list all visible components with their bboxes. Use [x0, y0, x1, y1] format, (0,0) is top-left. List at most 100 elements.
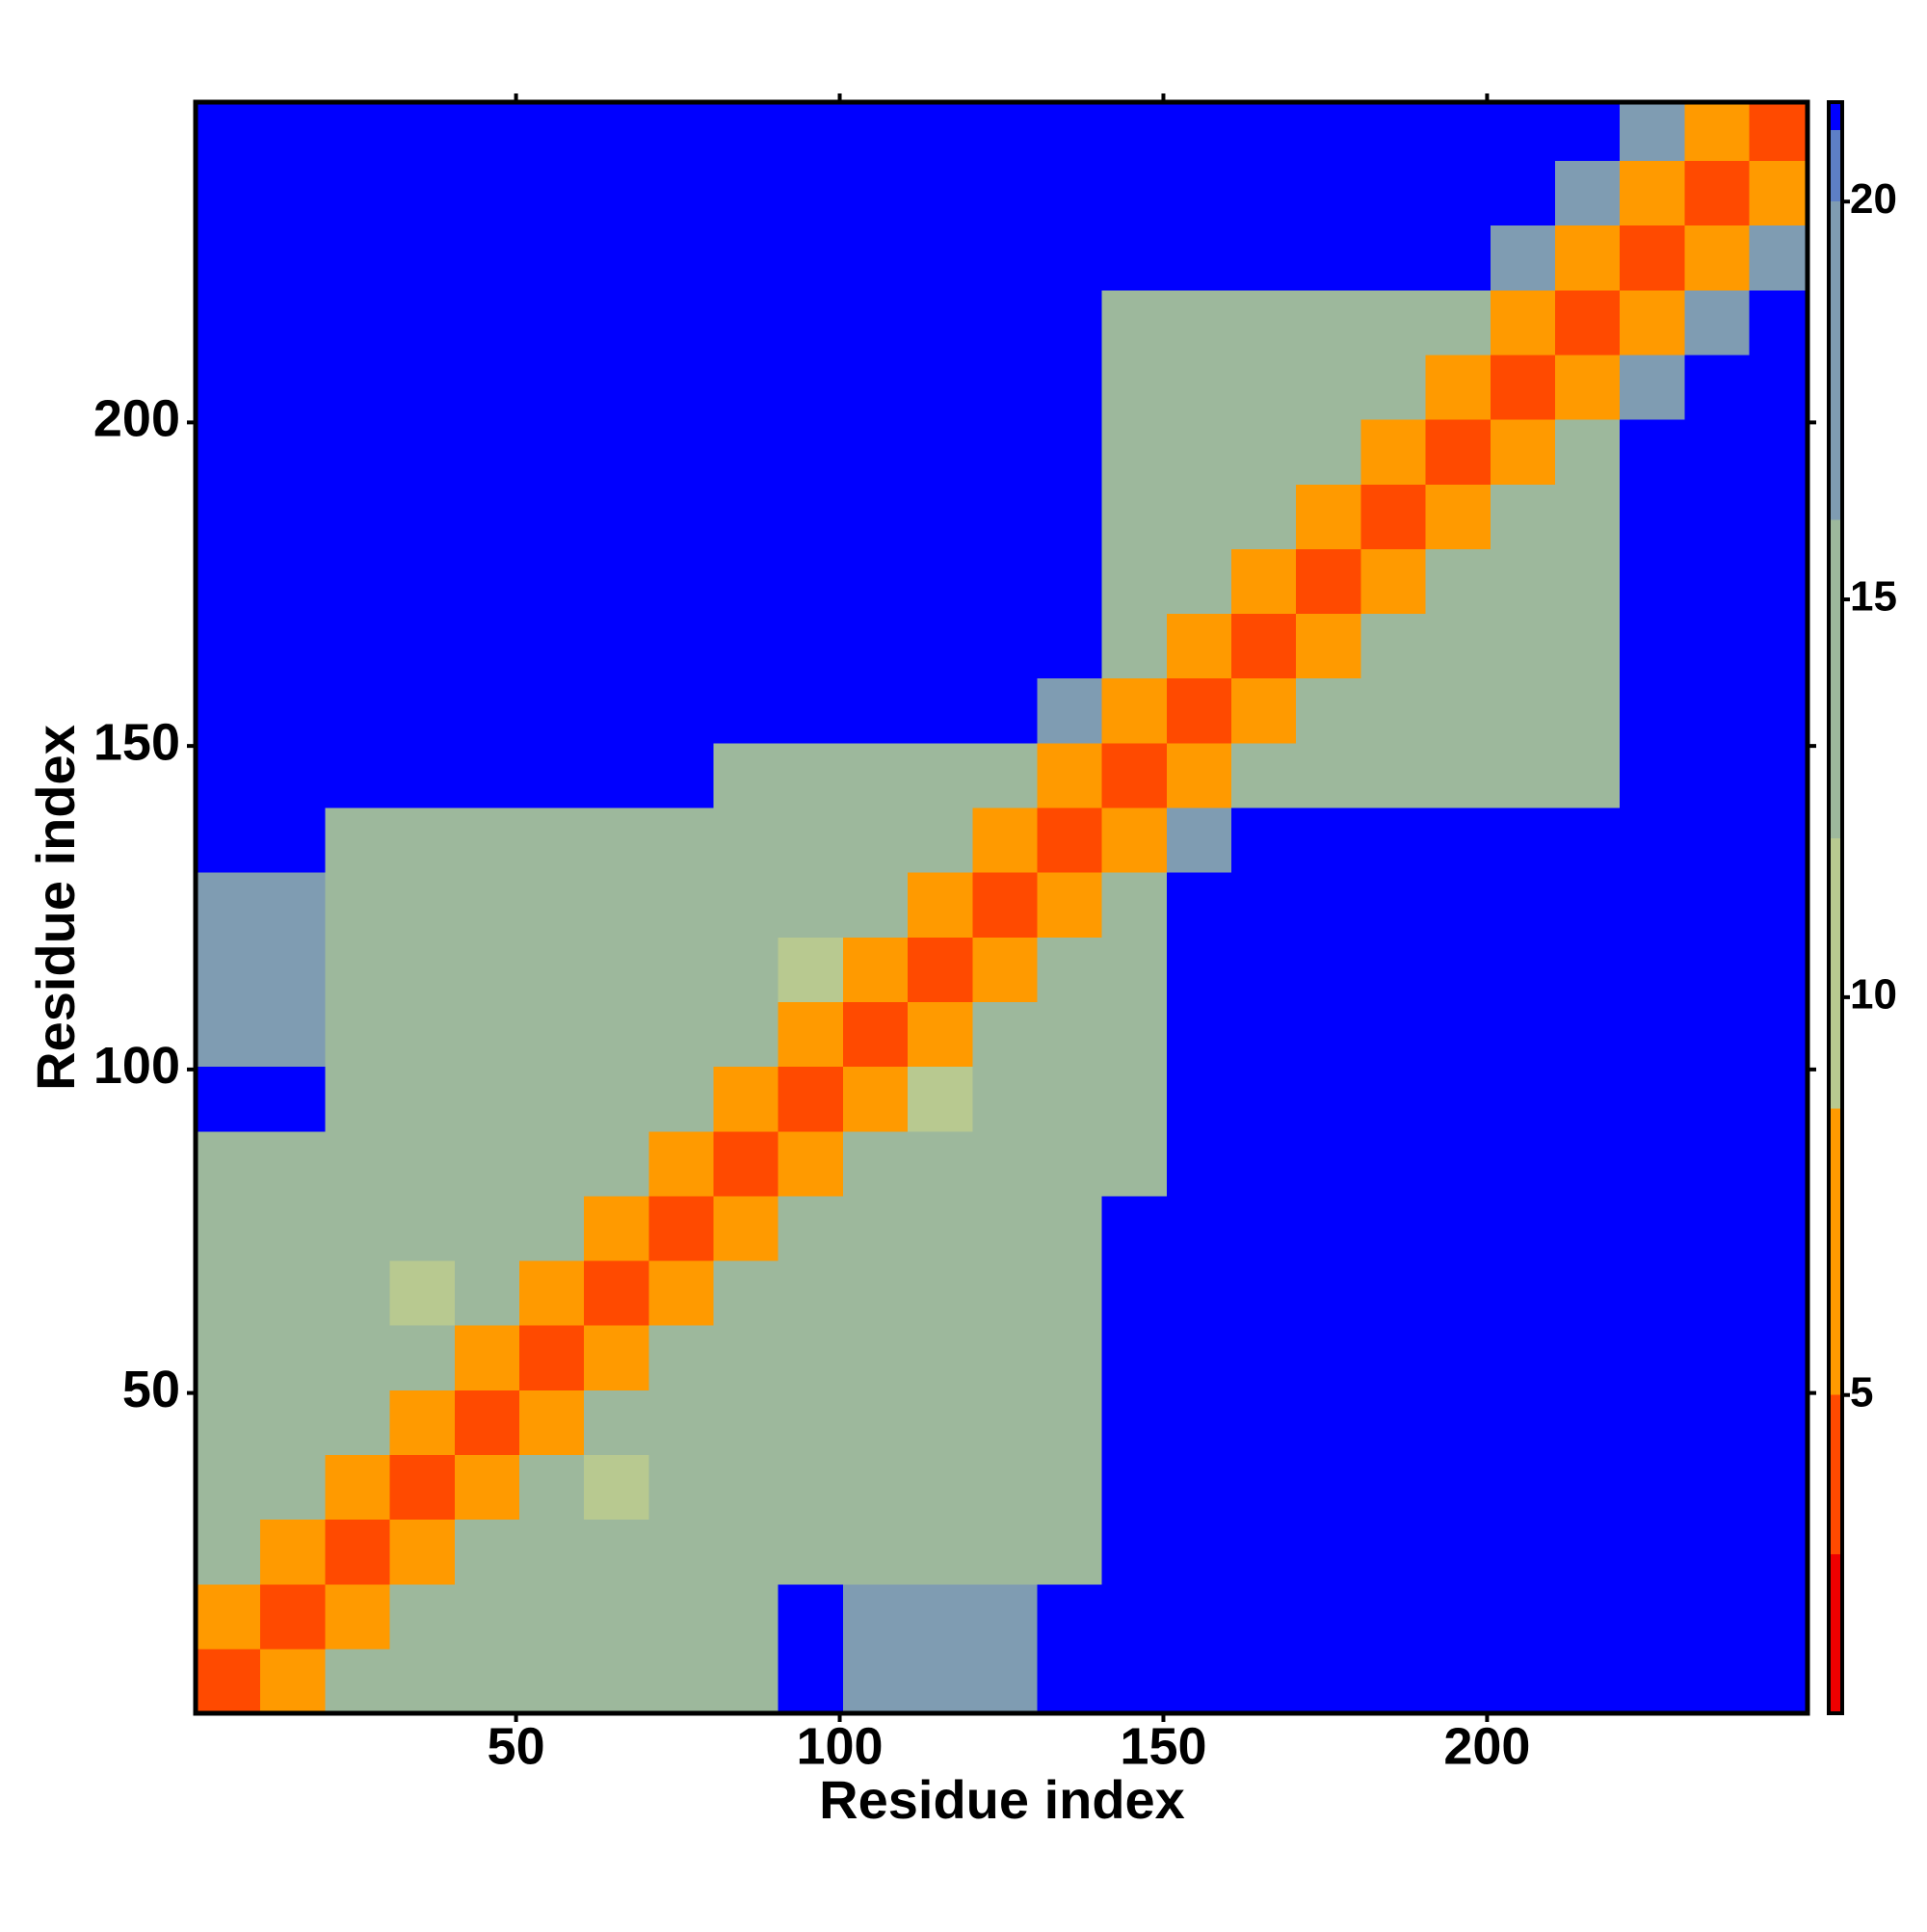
heatmap-cell	[389, 225, 456, 291]
heatmap-cell	[325, 613, 391, 679]
heatmap-cell	[1296, 289, 1361, 356]
heatmap-cell	[1554, 807, 1621, 873]
heatmap-cell	[1231, 1325, 1297, 1390]
heatmap-cell	[260, 289, 326, 356]
heatmap-cell	[1620, 1195, 1685, 1261]
heatmap-cell	[648, 160, 715, 226]
heatmap-cell	[518, 160, 585, 226]
heatmap-cell	[842, 872, 909, 938]
heatmap-cell	[454, 1259, 520, 1326]
heatmap-cell	[1749, 1066, 1808, 1132]
heatmap-cell	[518, 289, 585, 356]
heatmap-cell	[842, 742, 909, 808]
heatmap-cell	[260, 1583, 326, 1650]
y-tick-label: 50	[122, 1361, 180, 1418]
heatmap-cell	[1296, 1648, 1361, 1714]
heatmap-cell	[584, 1454, 649, 1521]
heatmap-cell	[1360, 1519, 1427, 1585]
heatmap-cell	[972, 160, 1039, 226]
heatmap-cell	[1620, 1001, 1685, 1068]
heatmap-cell	[1231, 1454, 1297, 1521]
heatmap-cell	[1037, 937, 1103, 1002]
plot-frame	[193, 99, 1810, 1716]
heatmap-cell	[842, 937, 909, 1002]
heatmap-cell	[1554, 225, 1621, 291]
heatmap-cell	[972, 1066, 1039, 1132]
heatmap-cell	[908, 1454, 973, 1521]
heatmap-cell	[1749, 1259, 1808, 1326]
heatmap-cell	[196, 807, 261, 873]
heatmap-cell	[778, 1195, 844, 1261]
heatmap-cell	[584, 548, 649, 615]
heatmap-cell	[1037, 484, 1103, 549]
heatmap-cell	[1554, 1001, 1621, 1068]
heatmap-cell	[713, 1195, 779, 1261]
heatmap-cell	[908, 225, 973, 291]
heatmap-cell	[1425, 742, 1491, 808]
heatmap-cell	[1490, 419, 1556, 485]
heatmap-cell	[1360, 1454, 1427, 1521]
heatmap-cell	[1684, 1001, 1751, 1068]
heatmap-cell	[842, 1389, 909, 1456]
heatmap-cell	[908, 1259, 973, 1326]
heatmap-cell	[1101, 677, 1168, 744]
heatmap-cell	[325, 548, 391, 615]
heatmap-cell	[518, 872, 585, 938]
heatmap-cell	[1490, 1001, 1556, 1068]
colorbar-tick-label: 15	[1850, 573, 1897, 621]
heatmap-cell	[713, 872, 779, 938]
heatmap-cell	[713, 613, 779, 679]
heatmap-cell	[1360, 1066, 1427, 1132]
heatmap-cell	[1360, 1389, 1427, 1456]
heatmap-cell	[325, 1259, 391, 1326]
heatmap-cell	[1684, 1519, 1751, 1585]
heatmap-cell	[1296, 548, 1361, 615]
heatmap-cell	[842, 807, 909, 873]
heatmap-cell	[778, 613, 844, 679]
heatmap-cell	[1037, 160, 1103, 226]
heatmap-cell	[389, 1195, 456, 1261]
heatmap-cell	[454, 1001, 520, 1068]
heatmap-cell	[1425, 354, 1491, 420]
heatmap-cell	[1101, 613, 1168, 679]
heatmap-cell	[260, 1195, 326, 1261]
heatmap-cell	[1231, 548, 1297, 615]
heatmap-cell	[584, 354, 649, 420]
heatmap-cell	[389, 1066, 456, 1132]
heatmap-cell	[1166, 1195, 1232, 1261]
heatmap-cell	[518, 548, 585, 615]
heatmap-cell	[1296, 1130, 1361, 1197]
heatmap-cell	[1554, 677, 1621, 744]
heatmap-cell	[1037, 1519, 1103, 1585]
heatmap-cell	[1166, 742, 1232, 808]
heatmap-cell	[972, 937, 1039, 1002]
heatmap-cell	[1296, 1519, 1361, 1585]
x-axis-label: Residue index	[819, 1769, 1185, 1830]
heatmap-cell	[1231, 742, 1297, 808]
heatmap-cell	[1296, 742, 1361, 808]
heatmap-cell	[1425, 1519, 1491, 1585]
heatmap-cell	[454, 1454, 520, 1521]
heatmap-cell	[648, 937, 715, 1002]
heatmap-cell	[1749, 419, 1808, 485]
heatmap-cell	[908, 872, 973, 938]
heatmap-cell	[389, 1001, 456, 1068]
heatmap-cell	[1425, 289, 1491, 356]
heatmap-cell	[778, 419, 844, 485]
heatmap-cell	[713, 160, 779, 226]
heatmap-cell	[518, 807, 585, 873]
heatmap-cell	[1231, 613, 1297, 679]
heatmap-cell	[1684, 677, 1751, 744]
heatmap-cell	[389, 677, 456, 744]
heatmap-cell	[1360, 1001, 1427, 1068]
heatmap-cell	[1425, 1583, 1491, 1650]
heatmap-cell	[325, 937, 391, 1002]
heatmap-cell	[518, 1389, 585, 1456]
heatmap-cell	[1684, 160, 1751, 226]
heatmap-cell	[1620, 742, 1685, 808]
heatmap-cell	[1490, 1519, 1556, 1585]
heatmap-cell	[842, 484, 909, 549]
heatmap-cell	[196, 102, 261, 162]
heatmap-cell	[648, 1389, 715, 1456]
heatmap-cell	[972, 742, 1039, 808]
